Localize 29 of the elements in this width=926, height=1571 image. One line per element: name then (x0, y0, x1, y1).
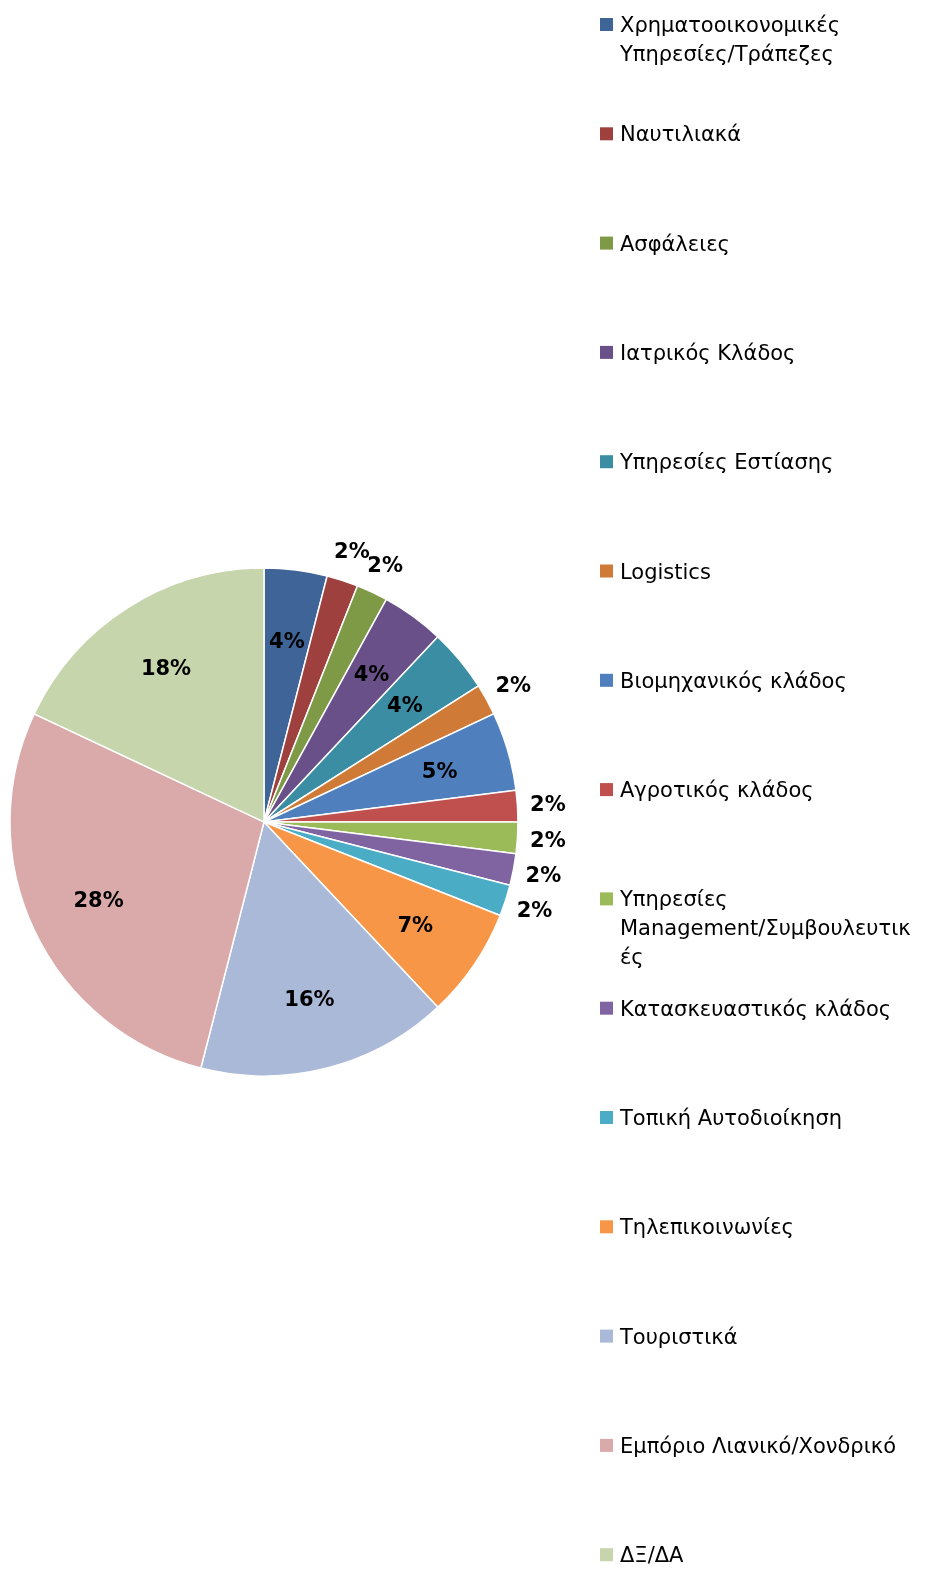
data-label: 2% (530, 827, 566, 852)
data-label: 4% (353, 662, 390, 687)
legend-label: Τοπική Αυτοδιοίκηση (619, 1106, 843, 1130)
data-label: 28% (73, 887, 124, 912)
legend-label: Ιατρικός Κλάδος (620, 340, 796, 365)
data-label: 4% (269, 628, 305, 653)
legend-label: Ασφάλειες (620, 231, 730, 256)
data-label: 2% (334, 539, 370, 564)
legend-label: Υπηρεσίες Εστίασης (619, 450, 834, 475)
data-label: 2% (516, 897, 553, 922)
legend-label: Εμπόριο Λιανικό/Χονδρικό (620, 1433, 897, 1458)
legend-label: Κατασκευαστικός κλάδος (620, 996, 892, 1021)
legend-label: Τηλεπικοινωνίες (619, 1215, 794, 1240)
data-label: 2% (530, 792, 566, 817)
legend-label: Logistics (620, 559, 711, 584)
data-label: 2% (525, 863, 562, 888)
data-label: 5% (421, 758, 458, 783)
legend-label: Χρηματοοικονομικές Υπηρεσίες/Τράπεζες (619, 13, 840, 66)
legend-label: Αγροτικός κλάδος (620, 778, 814, 803)
data-label: 18% (140, 655, 192, 680)
data-label: 2% (495, 672, 532, 697)
data-label: 16% (284, 987, 335, 1012)
legend-label: Ναυτιλιακά (620, 122, 742, 147)
legend-label: Τουριστικά (619, 1324, 738, 1349)
legend-label: Υπηρεσίες Management/Συμβουλευτικές (619, 887, 911, 970)
legend-label: Βιομηχανικός κλάδος (620, 668, 847, 693)
legend-label: ΔΞ/ΔΑ (620, 1543, 685, 1568)
data-label: 4% (387, 693, 423, 718)
data-label: 7% (397, 912, 434, 937)
